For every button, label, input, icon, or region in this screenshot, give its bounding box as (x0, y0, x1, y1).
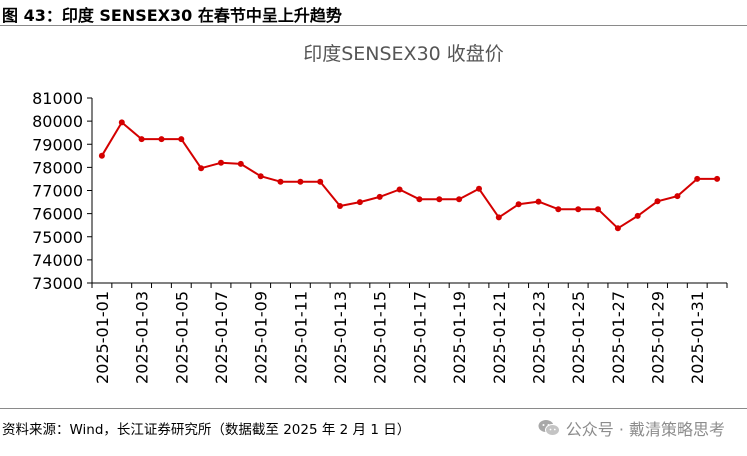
y-tick-label: 80000 (32, 112, 83, 131)
data-point (376, 193, 383, 200)
x-tick-label: 2025-01-01 (93, 291, 112, 384)
data-point (356, 199, 363, 206)
y-tick-label: 73000 (32, 274, 83, 293)
wechat-icon (538, 420, 560, 436)
data-point (218, 159, 224, 166)
data-point (535, 198, 542, 205)
chart-svg: 印度SENSEX30 收盘价 73000 74000 75000 76000 77000 7… (32, 43, 728, 384)
data-point (694, 175, 701, 182)
data-point (138, 136, 145, 143)
data-point (317, 178, 324, 185)
y-tick-label: 76000 (32, 205, 83, 224)
data-point (495, 214, 502, 221)
y-tick-label: 75000 (32, 228, 83, 247)
y-tick-label: 81000 (32, 89, 83, 108)
data-point (297, 178, 304, 185)
figure-title: 图 43：印度 SENSEX30 在春节中呈上升趋势 (2, 6, 342, 25)
y-tick-label: 79000 (32, 135, 83, 154)
x-tick-label: 2025-01-23 (529, 291, 548, 384)
y-tick-label: 78000 (32, 158, 83, 177)
line-chart: 印度SENSEX30 收盘价 73000 74000 75000 76000 77000 7… (0, 26, 747, 408)
data-point (476, 185, 482, 192)
x-tick-label: 2025-01-15 (371, 291, 390, 384)
top-divider (0, 25, 747, 26)
y-tick-label: 74000 (32, 251, 83, 270)
data-point (118, 119, 125, 126)
data-point (178, 136, 185, 143)
y-tick-label: 77000 (32, 182, 83, 201)
x-tick-label: 2025-01-19 (450, 291, 469, 384)
chart-title: 印度SENSEX30 收盘价 (303, 43, 504, 65)
series-line (101, 121, 718, 230)
data-point (515, 201, 522, 208)
data-point (436, 196, 443, 203)
x-tick-label: 2025-01-25 (569, 291, 588, 384)
x-tick-label: 2025-01-31 (688, 291, 707, 384)
data-point (257, 173, 264, 180)
data-point (456, 196, 463, 203)
data-point (575, 206, 582, 213)
data-point (595, 206, 601, 213)
data-point (614, 225, 621, 232)
watermark-text: 公众号 · 戴清策略思考 (565, 420, 725, 439)
data-point (198, 165, 205, 172)
data-point (237, 160, 244, 167)
x-tick-label: 2025-01-17 (410, 291, 429, 384)
x-tick-label: 2025-01-27 (609, 291, 628, 384)
x-tick-label: 2025-01-29 (649, 291, 668, 384)
x-tick-label: 2025-01-09 (252, 291, 271, 384)
watermark: 公众号 · 戴清策略思考 (538, 416, 725, 440)
data-point (396, 186, 403, 193)
x-tick-label: 2025-01-05 (172, 291, 191, 384)
data-point (674, 193, 681, 200)
data-point (98, 152, 105, 159)
x-tick-label: 2025-01-11 (291, 291, 310, 384)
data-point (158, 136, 165, 143)
x-tick-label: 2025-01-03 (133, 291, 152, 384)
data-point (337, 203, 343, 209)
x-tick-label: 2025-01-07 (212, 291, 231, 384)
data-point (416, 196, 423, 203)
data-point (277, 178, 284, 185)
x-tick-label: 2025-01-13 (331, 291, 350, 384)
bottom-divider (0, 408, 747, 409)
data-point (714, 175, 721, 182)
data-point (634, 212, 641, 219)
data-point (555, 206, 562, 213)
source-note: 资料来源：Wind，长江证券研究所（数据截至 2025 年 2 月 1 日） (2, 422, 411, 438)
data-point (654, 198, 661, 205)
x-tick-label: 2025-01-21 (490, 291, 509, 384)
